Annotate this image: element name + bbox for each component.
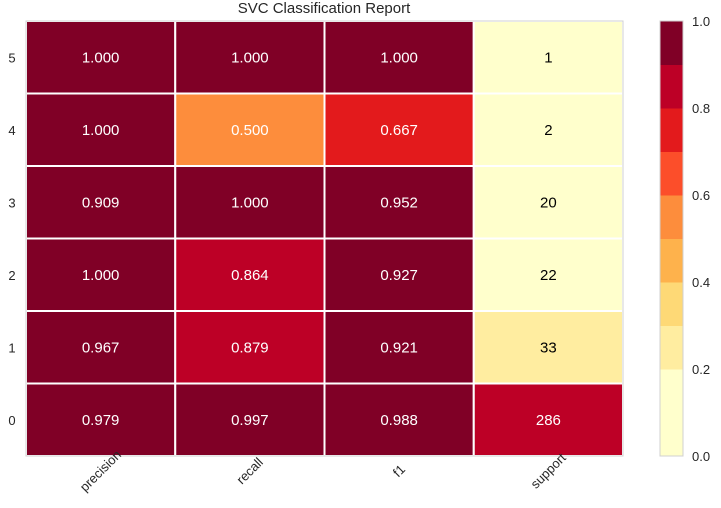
cell-value-label: 1.000 <box>82 122 120 139</box>
heatmap-cell <box>472 237 624 312</box>
y-tick-label: 4 <box>8 123 15 138</box>
y-tick-label: 2 <box>8 268 15 283</box>
cell-value-label: 0.909 <box>82 194 120 211</box>
heatmap-cell <box>25 382 177 457</box>
x-tick-label: recall <box>233 454 266 487</box>
cell-value-label: 0.864 <box>231 267 269 284</box>
cell-value-label: 20 <box>540 194 557 211</box>
cell-value-label: 0.879 <box>231 339 269 356</box>
colorbar-segment <box>660 108 683 152</box>
cell-value-label: 0.997 <box>231 412 269 429</box>
heatmap-cell <box>323 310 475 385</box>
cell-value-label: 1.000 <box>82 49 120 66</box>
heatmap-cell <box>174 382 326 457</box>
colorbar-segment <box>660 64 683 109</box>
cell-value-label: 22 <box>540 267 557 284</box>
colorbar-segment <box>660 151 683 196</box>
y-tick-label: 5 <box>8 50 15 65</box>
colorbar-segment <box>660 325 683 370</box>
cell-value-label: 0.500 <box>231 122 269 139</box>
heatmap-labels: 1.000 1.000 1.000 1 1.000 0.500 0.667 2 0.909 1.0… <box>8 49 569 494</box>
cell-value-label: 2 <box>544 122 552 139</box>
cell-value-label: 0.967 <box>82 339 120 356</box>
cell-value-label: 0.952 <box>380 194 418 211</box>
chart-title: SVC Classification Report <box>238 0 411 17</box>
cell-value-label: 1.000 <box>82 267 120 284</box>
colorbar-segment <box>660 412 683 457</box>
cell-value-label: 0.979 <box>82 412 120 429</box>
heatmap-cell <box>174 165 326 240</box>
y-tick-label: 1 <box>8 340 15 355</box>
y-tick-label: 3 <box>8 195 15 210</box>
colorbar-tick-label: 0.0 <box>692 449 710 464</box>
colorbar-segment <box>660 195 683 239</box>
colorbar-tick-label: 0.2 <box>692 362 710 377</box>
colorbar-frame <box>659 20 684 457</box>
heatmap-cell <box>472 310 624 385</box>
cell-value-label: 0.921 <box>380 339 418 356</box>
heatmap-cell <box>174 237 326 312</box>
cell-value-label: 1.000 <box>231 194 269 211</box>
heatmap-cell <box>472 165 624 240</box>
heatmap-cell <box>174 92 326 167</box>
colorbar-segment <box>660 238 683 283</box>
colorbar-segment <box>660 369 683 413</box>
y-tick-label: 0 <box>8 413 15 428</box>
colorbar-tick-label: 0.8 <box>692 101 710 116</box>
colorbar-tick-label: 1.0 <box>692 14 710 29</box>
colorbar-tick-label: 0.6 <box>692 188 710 203</box>
plot-frame <box>25 20 624 457</box>
heatmap-cell <box>323 382 475 457</box>
cell-value-label: 1.000 <box>231 49 269 66</box>
colorbar-segment <box>660 21 683 65</box>
heatmap-cell <box>472 92 624 167</box>
colorbar-segment <box>660 282 683 326</box>
cell-value-label: 33 <box>540 339 557 356</box>
colorbar-tick-label: 0.4 <box>692 275 710 290</box>
heatmap-cell <box>174 20 326 95</box>
colorbar: 0.0 0.2 0.4 0.6 0.8 1.0 <box>659 14 710 464</box>
heatmap-cells <box>25 20 624 457</box>
cell-value-label: 286 <box>536 412 561 429</box>
heatmap-cell <box>25 20 177 95</box>
cell-value-label: 0.988 <box>380 412 418 429</box>
heatmap-cell <box>174 310 326 385</box>
cell-value-label: 1 <box>544 49 552 66</box>
x-tick-label: f1 <box>390 462 408 480</box>
cell-value-label: 0.667 <box>380 122 418 139</box>
cell-value-label: 1.000 <box>380 49 418 66</box>
cell-value-label: 0.927 <box>380 267 418 284</box>
